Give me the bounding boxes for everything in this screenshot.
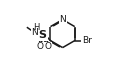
- Text: Br: Br: [81, 36, 91, 45]
- Text: S: S: [38, 30, 46, 40]
- Text: N: N: [31, 28, 38, 37]
- Text: H: H: [33, 23, 39, 32]
- Text: O: O: [36, 42, 43, 51]
- Text: N: N: [59, 15, 65, 24]
- Text: O: O: [44, 42, 51, 51]
